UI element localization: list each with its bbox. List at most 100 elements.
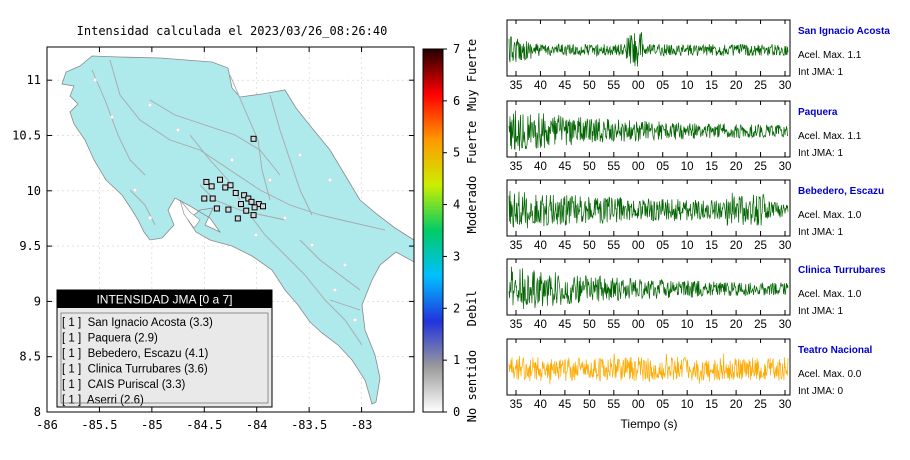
waveform-x-tick-label: 50 bbox=[583, 399, 596, 411]
intensity-colorbar: 0 1 2 3 4 5 6 7 No sentido Debil Moderado Fuerte Mu… bbox=[422, 39, 479, 422]
waveform-peak-accel: Acel. Max. 1.1 bbox=[798, 131, 862, 142]
waveform-x-tick-label: 50 bbox=[583, 161, 596, 173]
costa-rica-landmass bbox=[61, 55, 415, 405]
station-marker bbox=[227, 182, 234, 189]
colorbar-tick-label: 2 bbox=[453, 301, 460, 315]
colorbar-ticks: 0 1 2 3 4 5 6 7 bbox=[443, 42, 460, 419]
waveform-station-name: Paquera bbox=[798, 107, 838, 118]
map-panel: Intensidad calculada el 2023/03/26_08:26… bbox=[12, 24, 415, 432]
station-marker bbox=[250, 135, 257, 142]
waveform-x-tick-label: 40 bbox=[534, 161, 547, 173]
station-marker bbox=[203, 178, 210, 185]
map-y-tick-label: 8.5 bbox=[19, 350, 41, 364]
waveform-x-tick-label: 30 bbox=[779, 399, 792, 411]
waveform-x-tick-label: 05 bbox=[656, 80, 669, 92]
colorbar-tick-label: 0 bbox=[453, 405, 460, 419]
legend-item: [ 1 ] San Ignacio Acosta (3.3) bbox=[62, 317, 213, 329]
waveform-jma-intensity: Int JMA: 1 bbox=[798, 148, 843, 159]
map-x-tick-label: -85 bbox=[141, 418, 163, 432]
waveform-panels: 35 40 45 50 55 00 05 10 15 20 25 30 San Ignacio Acos… bbox=[506, 19, 890, 411]
waveform-panel: 35 40 45 50 55 00 05 10 15 20 25 30 Paquera Acel. Max… bbox=[506, 100, 862, 173]
station-marker bbox=[251, 204, 258, 211]
legend-item: [ 1 ] Aserri (2.6) bbox=[62, 395, 144, 407]
waveform-x-tick-label: 55 bbox=[607, 240, 620, 252]
colorbar-gradient bbox=[422, 48, 444, 413]
waveform-x-tick-label: 35 bbox=[510, 80, 523, 92]
waveform-x-tick-label: 20 bbox=[730, 399, 743, 411]
waveform-station-name: San Ignacio Acosta bbox=[798, 26, 890, 37]
colorbar-tick-label: 7 bbox=[453, 42, 460, 56]
station-marker bbox=[201, 195, 208, 202]
legend-title: INTENSIDAD JMA [0 a 7] bbox=[96, 293, 232, 307]
waveform-x-tick-label: 25 bbox=[754, 240, 767, 252]
colorbar-category-label: Debil bbox=[465, 290, 479, 326]
legend-box bbox=[56, 289, 273, 408]
map-y-tick-label: 10.5 bbox=[12, 128, 41, 142]
waveform-station-name: Clinica Turrubares bbox=[798, 265, 886, 276]
waveform-peak-accel: Acel. Max. 0.0 bbox=[798, 369, 862, 380]
legend-item: [ 1 ] Clinica Turrubares (3.6) bbox=[62, 364, 208, 376]
waveform-peak-accel: Acel. Max. 1.0 bbox=[798, 289, 862, 300]
waveform-peak-accel: Acel. Max. 1.0 bbox=[798, 210, 862, 221]
legend-item: [ 1 ] Paquera (2.9) bbox=[62, 333, 158, 345]
map-x-tick-label: -84 bbox=[246, 418, 268, 432]
waveform-x-tick-label: 25 bbox=[754, 161, 767, 173]
map-y-tick-label: 9 bbox=[34, 294, 41, 308]
waveform-x-tick-label: 30 bbox=[779, 161, 792, 173]
waveform-x-tick-label: 05 bbox=[656, 319, 669, 331]
waveform-xlabel: Tiempo (s) bbox=[621, 417, 678, 431]
station-marker bbox=[213, 205, 220, 212]
colorbar-category-label: Moderado bbox=[465, 176, 479, 234]
waveform-x-tick-label: 00 bbox=[632, 399, 645, 411]
station-marker bbox=[208, 183, 215, 190]
minor-station-dots bbox=[92, 77, 358, 323]
waveform-x-tick-label: 35 bbox=[510, 399, 523, 411]
waveform-peak-accel: Acel. Max. 1.1 bbox=[798, 50, 862, 61]
map-x-tick-label: -83 bbox=[351, 418, 373, 432]
map-x-tick-label: -83.5 bbox=[291, 418, 327, 432]
waveform-station-name: Teatro Nacional bbox=[798, 345, 872, 356]
waveform-x-tick-label: 40 bbox=[534, 240, 547, 252]
map-y-tick-label: 8 bbox=[34, 405, 41, 419]
map-y-tick-label: 11 bbox=[27, 73, 41, 87]
waveform-jma-intensity: Int JMA: 1 bbox=[798, 306, 843, 317]
map-title: Intensidad calculada el 2023/03/26_08:26… bbox=[77, 24, 388, 38]
waveform-x-tick-label: 30 bbox=[779, 319, 792, 331]
waveform-x-tick-label: 10 bbox=[681, 319, 694, 331]
waveform-x-tick-label: 35 bbox=[510, 161, 523, 173]
waveform-x-tick-label: 20 bbox=[730, 161, 743, 173]
waveform-x-tick-label: 15 bbox=[705, 80, 718, 92]
map-x-axis: -86 -85.5 -85 -84.5 -84 -83.5 -83 bbox=[36, 47, 372, 432]
waveform-x-tick-label: 30 bbox=[779, 80, 792, 92]
waveform-x-tick-label: 35 bbox=[510, 240, 523, 252]
waveform-x-tick-label: 15 bbox=[705, 319, 718, 331]
intensity-legend: INTENSIDAD JMA [0 a 7] [ 1 ] San Ignacio… bbox=[56, 289, 273, 408]
station-marker bbox=[217, 176, 224, 183]
colorbar-tick-label: 5 bbox=[453, 146, 460, 160]
legend-item: [ 1 ] Bebedero, Escazu (4.1) bbox=[62, 348, 209, 360]
waveform-x-tick-label: 45 bbox=[559, 240, 572, 252]
waveform-panel: 35 40 45 50 55 00 05 10 15 20 25 30 Clinica Turrubar… bbox=[506, 258, 886, 331]
waveform-x-tick-label: 20 bbox=[730, 319, 743, 331]
waveform-x-tick-label: 00 bbox=[632, 240, 645, 252]
waveform-x-tick-label: 55 bbox=[607, 80, 620, 92]
station-marker bbox=[209, 195, 216, 202]
colorbar-tick-label: 6 bbox=[453, 94, 460, 108]
waveform-x-tick-label: 40 bbox=[534, 80, 547, 92]
colorbar-labels: No sentido Debil Moderado Fuerte Muy Fuerte bbox=[465, 39, 479, 422]
waveform-panel: 35 40 45 50 55 00 05 10 15 20 25 30 Bebedero, Escazu… bbox=[506, 179, 884, 252]
waveform-x-tick-label: 25 bbox=[754, 399, 767, 411]
waveform-x-tick-label: 10 bbox=[681, 399, 694, 411]
waveform-x-tick-label: 55 bbox=[607, 319, 620, 331]
station-marker bbox=[225, 206, 232, 213]
waveform-x-tick-label: 30 bbox=[779, 240, 792, 252]
gulf-of-nicoya bbox=[179, 199, 201, 229]
waveform-x-tick-label: 00 bbox=[632, 161, 645, 173]
waveform-x-tick-label: 00 bbox=[632, 80, 645, 92]
colorbar-tick-label: 4 bbox=[453, 198, 460, 212]
waveform-x-tick-label: 45 bbox=[559, 319, 572, 331]
legend-title-bar bbox=[57, 290, 272, 308]
waveform-x-tick-label: 25 bbox=[754, 80, 767, 92]
station-marker bbox=[237, 201, 244, 208]
legend-item: [ 1 ] CAIS Puriscal (3.3) bbox=[62, 379, 186, 391]
